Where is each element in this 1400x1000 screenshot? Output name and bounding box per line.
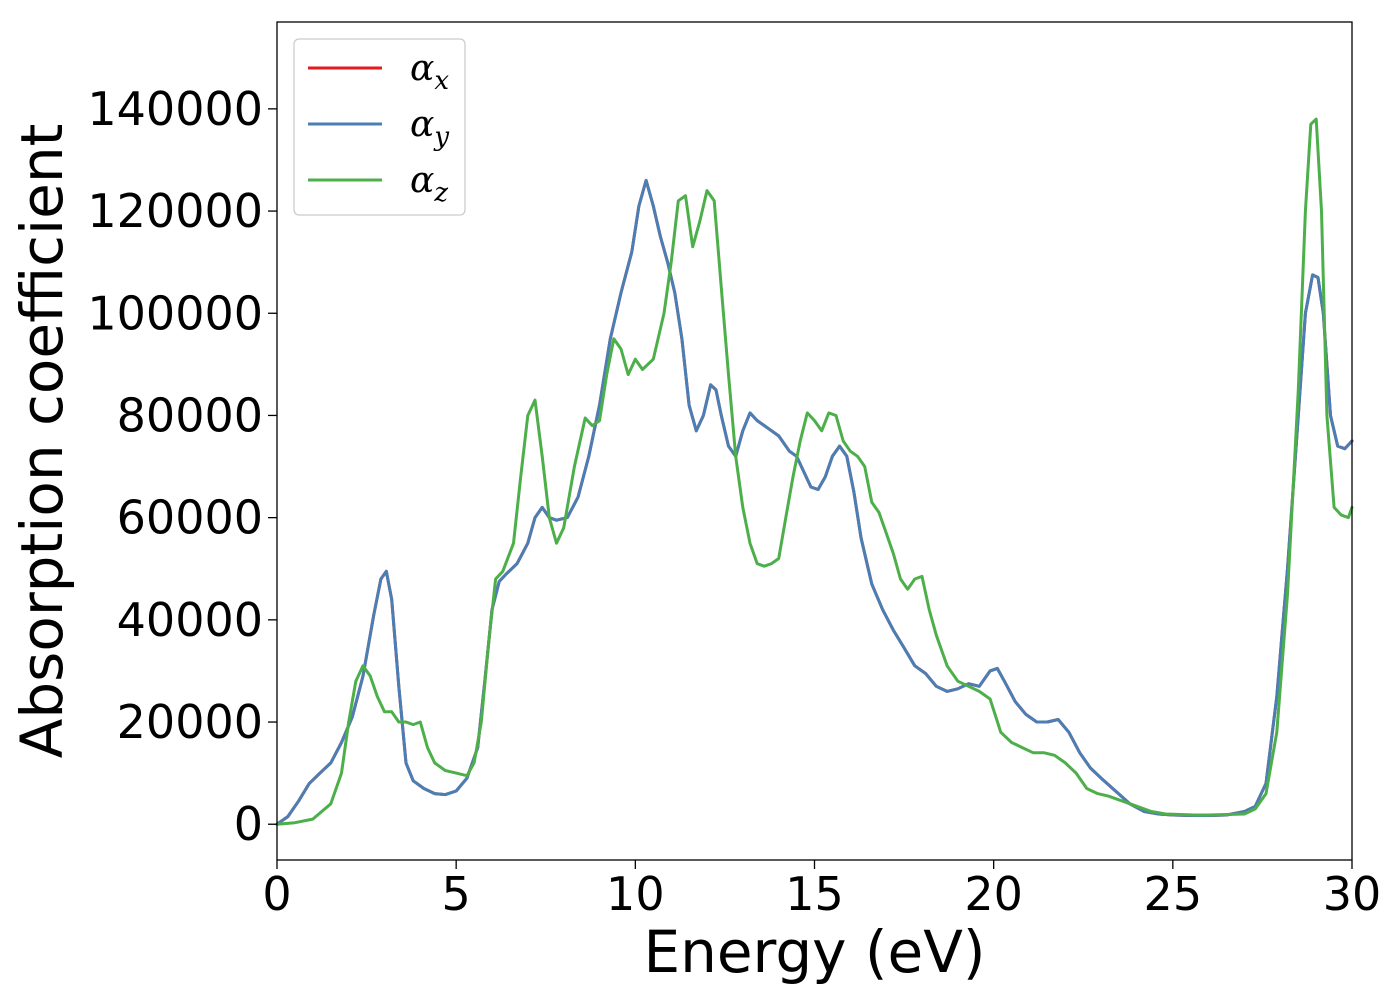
series-line-z <box>275 117 1354 826</box>
y-tick-label: 120000 <box>87 184 263 238</box>
x-tick-label: 25 <box>1144 867 1203 921</box>
y-axis-ticks: 0 20000 40000 60000 80000 100000 120000 140000 <box>87 82 277 851</box>
legend-box <box>293 38 466 216</box>
y-tick-label: 140000 <box>87 82 263 136</box>
x-axis-ticks: 0 5 10 15 20 25 30 <box>262 860 1381 921</box>
y-tick-label: 80000 <box>117 388 263 442</box>
series-layer <box>275 117 1354 826</box>
legend-label-base: α <box>410 48 434 89</box>
series-line-y <box>275 178 1354 826</box>
legend-label-y: αy <box>410 104 449 152</box>
y-axis-label: Absorption coefficient <box>8 124 76 759</box>
y-tick-label: 100000 <box>87 286 263 340</box>
legend-label-base: α <box>410 104 434 145</box>
x-tick-label: 10 <box>606 867 665 921</box>
legend-label-z: αz <box>410 160 448 208</box>
x-tick-label: 5 <box>442 867 471 921</box>
x-tick-label: 0 <box>262 867 291 921</box>
y-tick-label: 0 <box>234 797 263 851</box>
x-tick-label: 20 <box>964 867 1023 921</box>
legend-label-base: α <box>410 160 434 201</box>
y-tick-label: 20000 <box>117 695 263 749</box>
y-tick-label: 60000 <box>117 491 263 545</box>
legend-label-subscript: y <box>433 122 449 152</box>
legend-label-x: αx <box>410 48 449 96</box>
legend-label-subscript: z <box>433 178 448 208</box>
legend-label-subscript: x <box>434 66 449 96</box>
x-tick-label: 30 <box>1323 867 1382 921</box>
x-axis-label: Energy (eV) <box>643 918 985 986</box>
y-tick-label: 40000 <box>117 593 263 647</box>
x-tick-label: 15 <box>785 867 844 921</box>
